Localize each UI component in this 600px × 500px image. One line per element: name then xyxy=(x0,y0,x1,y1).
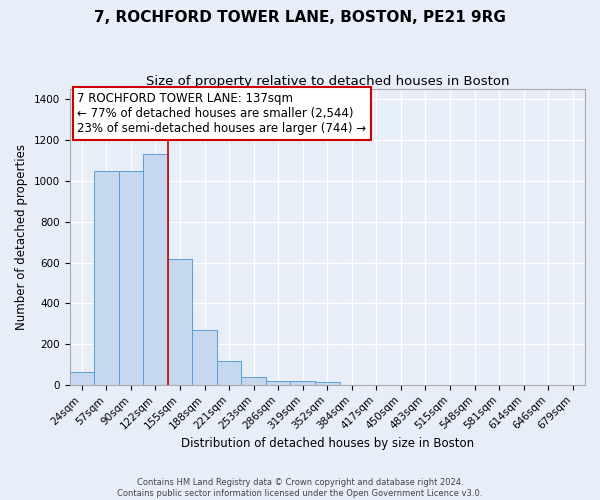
Bar xyxy=(217,362,241,385)
Bar xyxy=(94,170,119,385)
Text: 7, ROCHFORD TOWER LANE, BOSTON, PE21 9RG: 7, ROCHFORD TOWER LANE, BOSTON, PE21 9RG xyxy=(94,10,506,25)
Bar xyxy=(192,330,217,385)
Bar xyxy=(315,382,340,385)
Bar xyxy=(290,381,315,385)
Text: 7 ROCHFORD TOWER LANE: 137sqm
← 77% of detached houses are smaller (2,544)
23% o: 7 ROCHFORD TOWER LANE: 137sqm ← 77% of d… xyxy=(77,92,367,135)
Bar xyxy=(119,170,143,385)
Text: Contains HM Land Registry data © Crown copyright and database right 2024.
Contai: Contains HM Land Registry data © Crown c… xyxy=(118,478,482,498)
Y-axis label: Number of detached properties: Number of detached properties xyxy=(15,144,28,330)
X-axis label: Distribution of detached houses by size in Boston: Distribution of detached houses by size … xyxy=(181,437,474,450)
Bar xyxy=(70,372,94,385)
Bar xyxy=(168,260,192,385)
Title: Size of property relative to detached houses in Boston: Size of property relative to detached ho… xyxy=(146,75,509,88)
Bar xyxy=(266,381,290,385)
Bar xyxy=(241,376,266,385)
Bar xyxy=(143,154,168,385)
